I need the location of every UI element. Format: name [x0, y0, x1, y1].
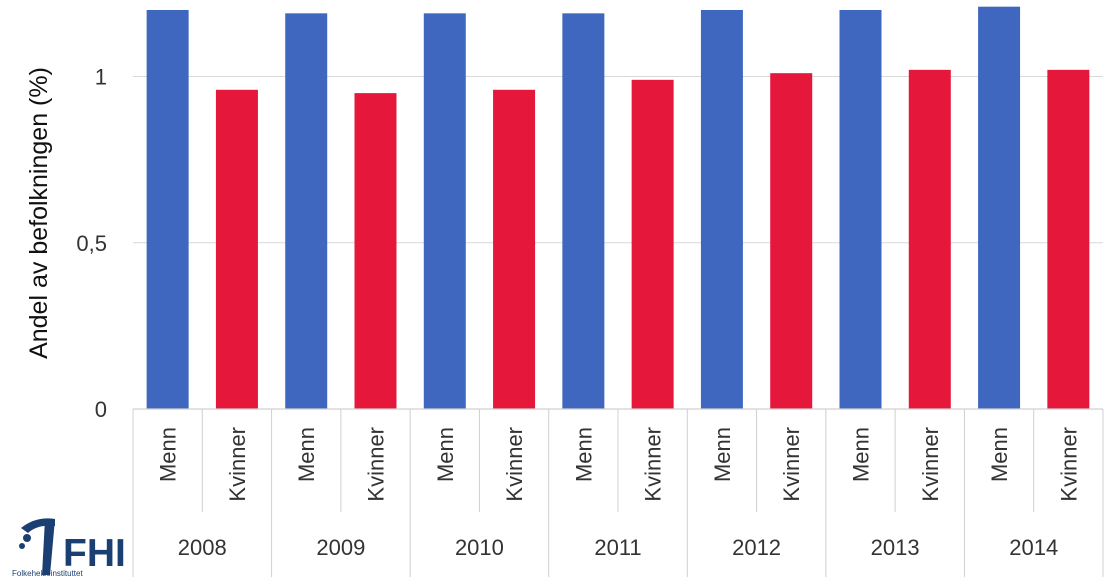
bar-menn [423, 13, 466, 409]
bars-layer [146, 6, 1090, 410]
x-subcategory-label-kvinner: Kvinner [364, 427, 389, 502]
x-subcategory-label-menn: Menn [710, 427, 735, 482]
bar-kvinner [493, 89, 536, 410]
y-tick-label: 1 [95, 65, 107, 90]
bar-kvinner [631, 79, 674, 409]
x-subcategory-label-menn: Menn [571, 427, 596, 482]
fhi-logo: FHI Folkehelseinstituttet [12, 518, 126, 577]
x-group-label: 2009 [316, 535, 365, 560]
x-subcategory-label-menn: Menn [294, 427, 319, 482]
x-group-label: 2010 [455, 535, 504, 560]
labels-layer: 0 0,5 1 Menn Kvinner Menn Kvinner Menn Kvinner Me… [76, 65, 1081, 561]
x-group-label: 2013 [871, 535, 920, 560]
fhi-logo-text: FHI [63, 532, 126, 575]
bar-kvinner [354, 93, 397, 409]
x-subcategory-label-kvinner: Kvinner [779, 427, 804, 502]
x-subcategory-label-kvinner: Kvinner [918, 427, 943, 502]
x-group-label: 2014 [1009, 535, 1058, 560]
bar-kvinner [1047, 69, 1090, 409]
bar-kvinner [908, 69, 951, 409]
x-subcategory-label-menn: Menn [849, 427, 874, 482]
x-subcategory-label-kvinner: Kvinner [1056, 427, 1081, 502]
x-subcategory-label-kvinner: Kvinner [502, 427, 527, 502]
fhi-figure-icon [19, 518, 55, 575]
y-axis-title: Andel av befolkningen (%) [25, 67, 53, 359]
x-subcategory-label-menn: Menn [156, 427, 181, 482]
bar-menn [146, 10, 189, 409]
bar-menn [978, 6, 1021, 410]
bar-menn [562, 13, 605, 409]
x-group-label: 2008 [178, 535, 227, 560]
y-tick-label: 0,5 [76, 231, 107, 256]
bar-kvinner [770, 73, 813, 410]
y-tick-label: 0 [95, 397, 107, 422]
x-group-label: 2012 [732, 535, 781, 560]
axis-layer [132, 408, 1104, 577]
bar-menn [839, 10, 882, 409]
x-subcategory-label-menn: Menn [433, 427, 458, 482]
bar-menn [285, 13, 328, 409]
x-group-label: 2011 [594, 535, 641, 560]
x-subcategory-label-kvinner: Kvinner [641, 427, 666, 502]
bar-kvinner [215, 89, 258, 410]
fhi-logo-subtext: Folkehelseinstituttet [12, 569, 83, 577]
x-subcategory-label-menn: Menn [987, 427, 1012, 482]
grid-layer [133, 76, 1103, 244]
bar-menn [700, 10, 743, 409]
x-subcategory-label-kvinner: Kvinner [225, 427, 250, 502]
